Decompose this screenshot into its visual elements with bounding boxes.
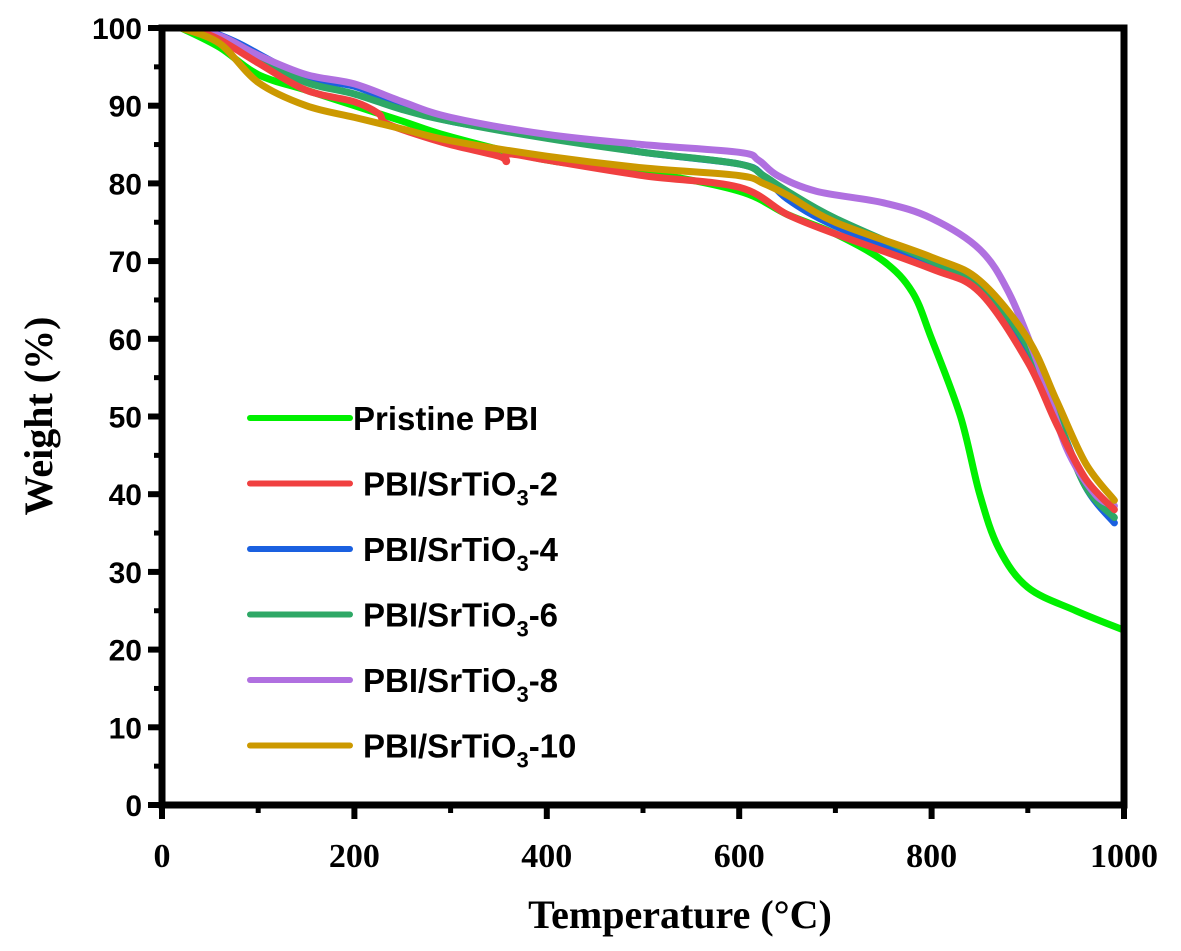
y-axis-title: Weight (%) — [16, 317, 61, 516]
legend-label: Pristine PBI — [353, 400, 538, 437]
y-tick-label: 40 — [109, 479, 142, 512]
y-tick-label: 60 — [109, 324, 142, 357]
y-tick-label: 80 — [109, 168, 142, 201]
x-ticks: 0 200 400 600 800 1000 — [154, 805, 1158, 875]
series-line-pbi-srtio3-6 — [177, 24, 1118, 521]
x-tick-label: 200 — [329, 838, 380, 875]
legend-item-pristine-pbi: Pristine PBI — [247, 400, 538, 437]
y-tick-label: 70 — [109, 246, 142, 279]
y-ticks: 0 10 20 30 40 50 60 70 80 90 100 — [92, 13, 162, 823]
series-line-pbi-srtio3-8 — [177, 24, 1118, 510]
y-tick-label: 20 — [109, 635, 142, 668]
legend-item-pbi-srtio3-6: PBI/SrTiO3-6 — [247, 597, 558, 642]
legend-item-pbi-srtio3-4: PBI/SrTiO3-4 — [247, 531, 559, 576]
x-tick-label: 400 — [521, 838, 572, 875]
y-tick-label: 50 — [109, 402, 142, 435]
y-tick-label: 0 — [125, 790, 142, 823]
legend-label: PBI/SrTiO3-2 — [363, 466, 558, 511]
series-layer — [177, 24, 1128, 634]
legend-label: PBI/SrTiO3-6 — [363, 597, 558, 642]
series-line-pristine-pbi — [177, 24, 1128, 634]
series-line-pbi-srtio3-10 — [177, 24, 1118, 504]
legend-item-pbi-srtio3-2: PBI/SrTiO3-2 — [247, 466, 558, 511]
y-tick-label: 30 — [109, 557, 142, 590]
x-tick-label: 1000 — [1090, 838, 1158, 875]
x-tick-label: 600 — [714, 838, 765, 875]
x-tick-label: 800 — [906, 838, 957, 875]
legend-item-pbi-srtio3-8: PBI/SrTiO3-8 — [247, 662, 558, 707]
legend: Pristine PBI PBI/SrTiO3-2 PBI/SrTiO3-4 PBI/… — [247, 400, 576, 773]
legend-label: PBI/SrTiO3-4 — [363, 531, 559, 576]
x-tick-label: 0 — [154, 838, 171, 875]
legend-label: PBI/SrTiO3-10 — [363, 728, 576, 773]
legend-label: PBI/SrTiO3-8 — [363, 662, 558, 707]
y-tick-label: 10 — [109, 712, 142, 745]
y-tick-label: 90 — [109, 91, 142, 124]
legend-item-pbi-srtio3-10: PBI/SrTiO3-10 — [247, 728, 576, 773]
x-axis-title: Temperature (°C) — [528, 892, 832, 937]
y-tick-label: 100 — [92, 13, 142, 46]
